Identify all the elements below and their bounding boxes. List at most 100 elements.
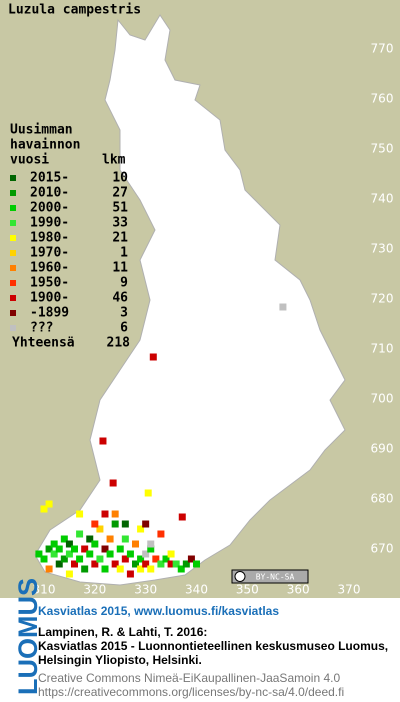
legend-count: 21: [112, 231, 128, 246]
legend-count: 11: [112, 261, 128, 276]
record-square: [99, 437, 107, 445]
record-square: [111, 510, 119, 518]
legend-label: 1960-: [30, 261, 69, 276]
license-line: Creative Commons Nimeä-EiKaupallinen-Jaa…: [38, 671, 340, 685]
record-square: [157, 560, 165, 568]
badge-text: BY-NC-SA: [256, 573, 295, 582]
x-tick-label: 350: [236, 583, 259, 597]
legend-swatch: [10, 280, 16, 286]
record-square: [142, 560, 150, 568]
record-square: [91, 540, 99, 548]
record-square: [71, 560, 78, 568]
legend-label: 1950-: [30, 276, 69, 291]
record-square: [35, 550, 43, 558]
record-square: [137, 525, 145, 533]
record-square: [142, 520, 150, 528]
record-square: [178, 513, 186, 521]
record-square: [76, 510, 84, 518]
record-square: [60, 535, 68, 543]
record-square: [109, 479, 117, 487]
y-tick-label: 750: [371, 142, 394, 156]
license-line: https://creativecommons.org/licenses/by-…: [38, 685, 344, 699]
record-square: [279, 303, 287, 311]
record-square: [187, 555, 195, 563]
x-tick-label: 320: [83, 583, 106, 597]
badge-box: [231, 569, 309, 584]
record-square: [55, 560, 63, 568]
legend-swatch: [10, 205, 16, 211]
y-tick-label: 730: [371, 242, 394, 256]
legend-label: 1990-: [30, 216, 69, 231]
map-title: Luzula campestris: [8, 3, 141, 18]
y-tick-label: 680: [371, 492, 394, 506]
x-tick-label: 360: [287, 583, 310, 597]
record-square: [65, 540, 73, 548]
record-square: [126, 550, 134, 558]
legend-swatch: [10, 235, 16, 241]
record-square: [162, 555, 170, 563]
legend-swatch: [10, 265, 16, 271]
y-tick-label: 740: [371, 192, 394, 206]
record-square: [137, 555, 145, 563]
citation-line: Lampinen, R. & Lahti, T. 2016:: [38, 625, 207, 639]
y-tick-label: 710: [371, 342, 394, 356]
record-square: [167, 550, 175, 558]
record-square: [86, 535, 94, 543]
footer-link[interactable]: Kasviatlas 2015, www.luomus.fi/kasviatla…: [38, 604, 279, 618]
legend-label: 2000-: [30, 201, 69, 216]
record-square: [132, 560, 139, 568]
record-square: [71, 545, 78, 553]
record-square: [96, 525, 104, 533]
record-square: [65, 570, 73, 578]
legend-count: 46: [112, 291, 128, 306]
legend-label: -1899: [30, 306, 69, 321]
record-square: [182, 560, 190, 568]
record-square: [116, 545, 124, 553]
y-tick-label: 770: [371, 42, 394, 56]
finland-outline: [34, 14, 346, 586]
legend-swatch: [10, 310, 16, 316]
badge-icon: [234, 571, 246, 582]
y-tick-label: 670: [371, 542, 394, 556]
record-square: [177, 565, 185, 573]
legend-label: 1980-: [30, 231, 69, 246]
legend-swatch: [10, 175, 16, 181]
record-square: [101, 565, 109, 573]
legend-swatch: [10, 190, 16, 196]
legend-count: 51: [112, 201, 128, 216]
record-square: [45, 545, 53, 553]
record-square: [76, 555, 84, 563]
record-square: [149, 353, 157, 361]
legend-header: vuosi: [10, 153, 49, 168]
legend-swatch: [10, 250, 16, 256]
legend-header: havainnon: [10, 138, 80, 153]
record-square: [81, 565, 89, 573]
legend-count: 27: [112, 186, 128, 201]
cc-badge: BY-NC-SA: [231, 569, 309, 584]
legend-total-label: Yhteensä: [12, 336, 75, 351]
y-tick-label: 720: [371, 292, 394, 306]
citation-line: Helsingin Yliopisto, Helsinki.: [38, 653, 202, 667]
record-square: [60, 555, 68, 563]
record-square: [81, 545, 89, 553]
record-square: [96, 555, 104, 563]
legend-header: Uusimman: [10, 123, 73, 138]
record-square: [55, 545, 63, 553]
record-square: [121, 535, 129, 543]
y-tick-label: 700: [371, 392, 394, 406]
x-tick-label: 330: [134, 583, 157, 597]
x-tick-label: 310: [33, 583, 56, 597]
record-square: [152, 555, 160, 563]
footer-bg: [0, 598, 400, 702]
legend-total: 218: [107, 336, 131, 351]
record-square: [50, 550, 58, 558]
record-square: [40, 555, 48, 563]
legend-label: ???: [30, 321, 53, 336]
citation-line: Kasviatlas 2015 - Luonnontieteellinen ke…: [38, 639, 388, 653]
logo: LUOMUS: [13, 578, 43, 695]
legend-count: 9: [120, 276, 128, 291]
legend-count: 3: [120, 306, 128, 321]
legend-swatch: [10, 220, 16, 226]
record-square: [106, 535, 114, 543]
